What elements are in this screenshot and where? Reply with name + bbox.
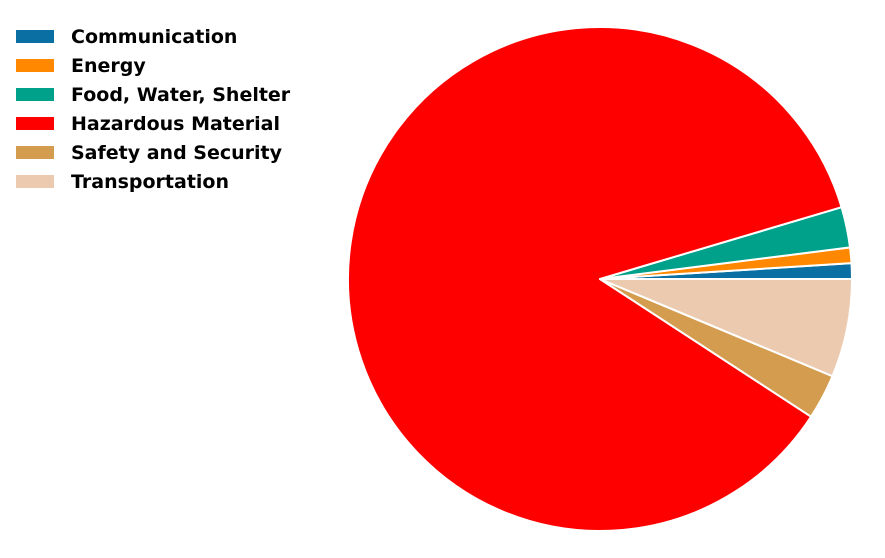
legend: Communication Energy Food, Water, Shelte… bbox=[16, 22, 290, 196]
legend-item-hazardous-material: Hazardous Material bbox=[16, 109, 290, 138]
legend-swatch bbox=[16, 146, 54, 159]
legend-swatch bbox=[16, 30, 54, 43]
legend-item-food-water-shelter: Food, Water, Shelter bbox=[16, 80, 290, 109]
legend-label: Energy bbox=[71, 54, 146, 77]
legend-item-communication: Communication bbox=[16, 22, 290, 51]
legend-label: Safety and Security bbox=[71, 141, 283, 164]
pie-slice-transportation bbox=[599, 278, 853, 378]
legend-swatch bbox=[16, 175, 54, 188]
pie-slice-hazardous-material bbox=[347, 26, 843, 532]
legend-item-transportation: Transportation bbox=[16, 167, 290, 196]
pie-slices bbox=[347, 26, 853, 532]
legend-item-energy: Energy bbox=[16, 51, 290, 80]
legend-swatch bbox=[16, 88, 54, 101]
legend-label: Hazardous Material bbox=[71, 112, 280, 135]
legend-label: Communication bbox=[71, 25, 238, 48]
legend-swatch bbox=[16, 59, 54, 72]
legend-item-safety-and-security: Safety and Security bbox=[16, 138, 290, 167]
legend-label: Transportation bbox=[71, 170, 230, 193]
legend-swatch bbox=[16, 117, 54, 130]
legend-label: Food, Water, Shelter bbox=[71, 83, 291, 106]
